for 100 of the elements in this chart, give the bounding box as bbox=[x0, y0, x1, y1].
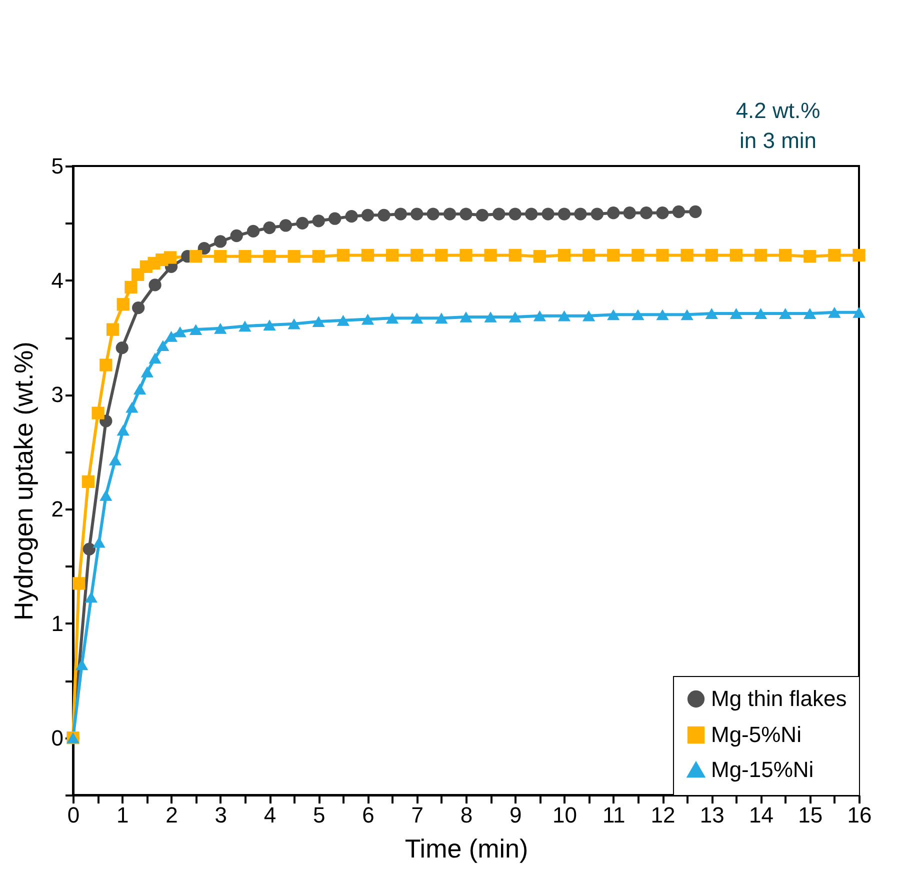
point bbox=[426, 208, 440, 220]
point bbox=[533, 310, 546, 322]
point bbox=[460, 311, 472, 322]
x-tick-label: 7 bbox=[411, 802, 424, 828]
point bbox=[828, 306, 841, 318]
point bbox=[238, 250, 252, 263]
point bbox=[336, 248, 350, 262]
point bbox=[164, 330, 178, 342]
point bbox=[312, 214, 325, 228]
x-tick-label: 3 bbox=[214, 802, 227, 828]
y-axis-title: Hydrogen uptake (wt.%) bbox=[8, 342, 38, 620]
point bbox=[82, 542, 96, 556]
point bbox=[132, 302, 145, 314]
point bbox=[288, 318, 300, 330]
x-tick-label: 2 bbox=[166, 802, 178, 828]
x-tick-label: 13 bbox=[700, 802, 724, 828]
point bbox=[336, 314, 350, 326]
point bbox=[214, 322, 227, 334]
point bbox=[680, 309, 694, 320]
point bbox=[148, 352, 162, 364]
point bbox=[72, 577, 86, 590]
legend-label: Mg-15%Ni bbox=[711, 757, 814, 782]
point bbox=[230, 229, 243, 242]
point bbox=[394, 208, 407, 220]
point bbox=[100, 358, 112, 372]
point bbox=[460, 208, 472, 220]
point bbox=[484, 248, 497, 262]
point bbox=[140, 366, 154, 378]
point bbox=[640, 206, 653, 220]
x-tick-label: 4 bbox=[264, 802, 276, 828]
point bbox=[852, 248, 866, 262]
point bbox=[361, 248, 374, 262]
point bbox=[574, 208, 587, 220]
point bbox=[804, 250, 816, 263]
point bbox=[656, 248, 669, 262]
point bbox=[525, 208, 538, 220]
x-tick-label: 11 bbox=[602, 802, 626, 828]
point bbox=[279, 219, 292, 232]
point bbox=[263, 221, 276, 234]
point bbox=[124, 280, 138, 294]
point bbox=[435, 248, 448, 262]
point bbox=[328, 212, 342, 225]
point bbox=[590, 208, 604, 220]
x-tick-label: 14 bbox=[749, 802, 774, 828]
point bbox=[582, 310, 596, 322]
point bbox=[705, 308, 718, 320]
point bbox=[82, 475, 95, 488]
point bbox=[345, 210, 358, 223]
point bbox=[312, 250, 325, 263]
point bbox=[492, 208, 506, 220]
x-axis-title: Time (min) bbox=[404, 834, 528, 864]
point bbox=[582, 248, 596, 262]
point bbox=[435, 312, 448, 324]
point bbox=[156, 340, 170, 352]
point bbox=[116, 298, 130, 311]
point bbox=[754, 308, 768, 320]
point bbox=[558, 248, 571, 262]
point bbox=[680, 248, 694, 262]
point bbox=[443, 208, 456, 220]
point bbox=[174, 326, 186, 338]
point bbox=[108, 454, 122, 466]
y-tick-label: 0 bbox=[51, 725, 64, 750]
point bbox=[672, 205, 686, 218]
point bbox=[296, 216, 309, 230]
point bbox=[508, 248, 522, 262]
point bbox=[263, 319, 276, 330]
point bbox=[558, 208, 571, 220]
point bbox=[533, 250, 546, 263]
point bbox=[126, 402, 138, 413]
point bbox=[754, 248, 768, 262]
point bbox=[164, 251, 177, 264]
point bbox=[542, 208, 554, 220]
point bbox=[189, 250, 202, 263]
point bbox=[508, 311, 522, 322]
point bbox=[189, 324, 202, 336]
point bbox=[656, 309, 669, 320]
point bbox=[386, 312, 399, 324]
point bbox=[386, 248, 399, 262]
point bbox=[106, 323, 120, 336]
point bbox=[804, 308, 816, 320]
point bbox=[378, 208, 390, 222]
point bbox=[558, 310, 571, 322]
text: 4.2 wt.% in 3 min bbox=[736, 98, 820, 153]
y-tick-label: 1 bbox=[51, 610, 64, 636]
x-tick-label: 16 bbox=[847, 802, 872, 828]
point bbox=[460, 248, 472, 262]
point bbox=[410, 248, 424, 262]
point bbox=[476, 208, 489, 222]
legend-label: Mg thin flakes bbox=[711, 686, 847, 711]
point bbox=[623, 206, 636, 220]
point bbox=[246, 224, 260, 238]
y-tick-label: 4 bbox=[51, 268, 64, 293]
point bbox=[214, 235, 227, 248]
point bbox=[361, 208, 374, 222]
x-tick-label: 10 bbox=[552, 802, 577, 828]
point bbox=[656, 206, 669, 220]
point bbox=[84, 592, 98, 603]
point bbox=[133, 384, 146, 394]
point bbox=[238, 320, 252, 332]
point bbox=[730, 248, 743, 262]
